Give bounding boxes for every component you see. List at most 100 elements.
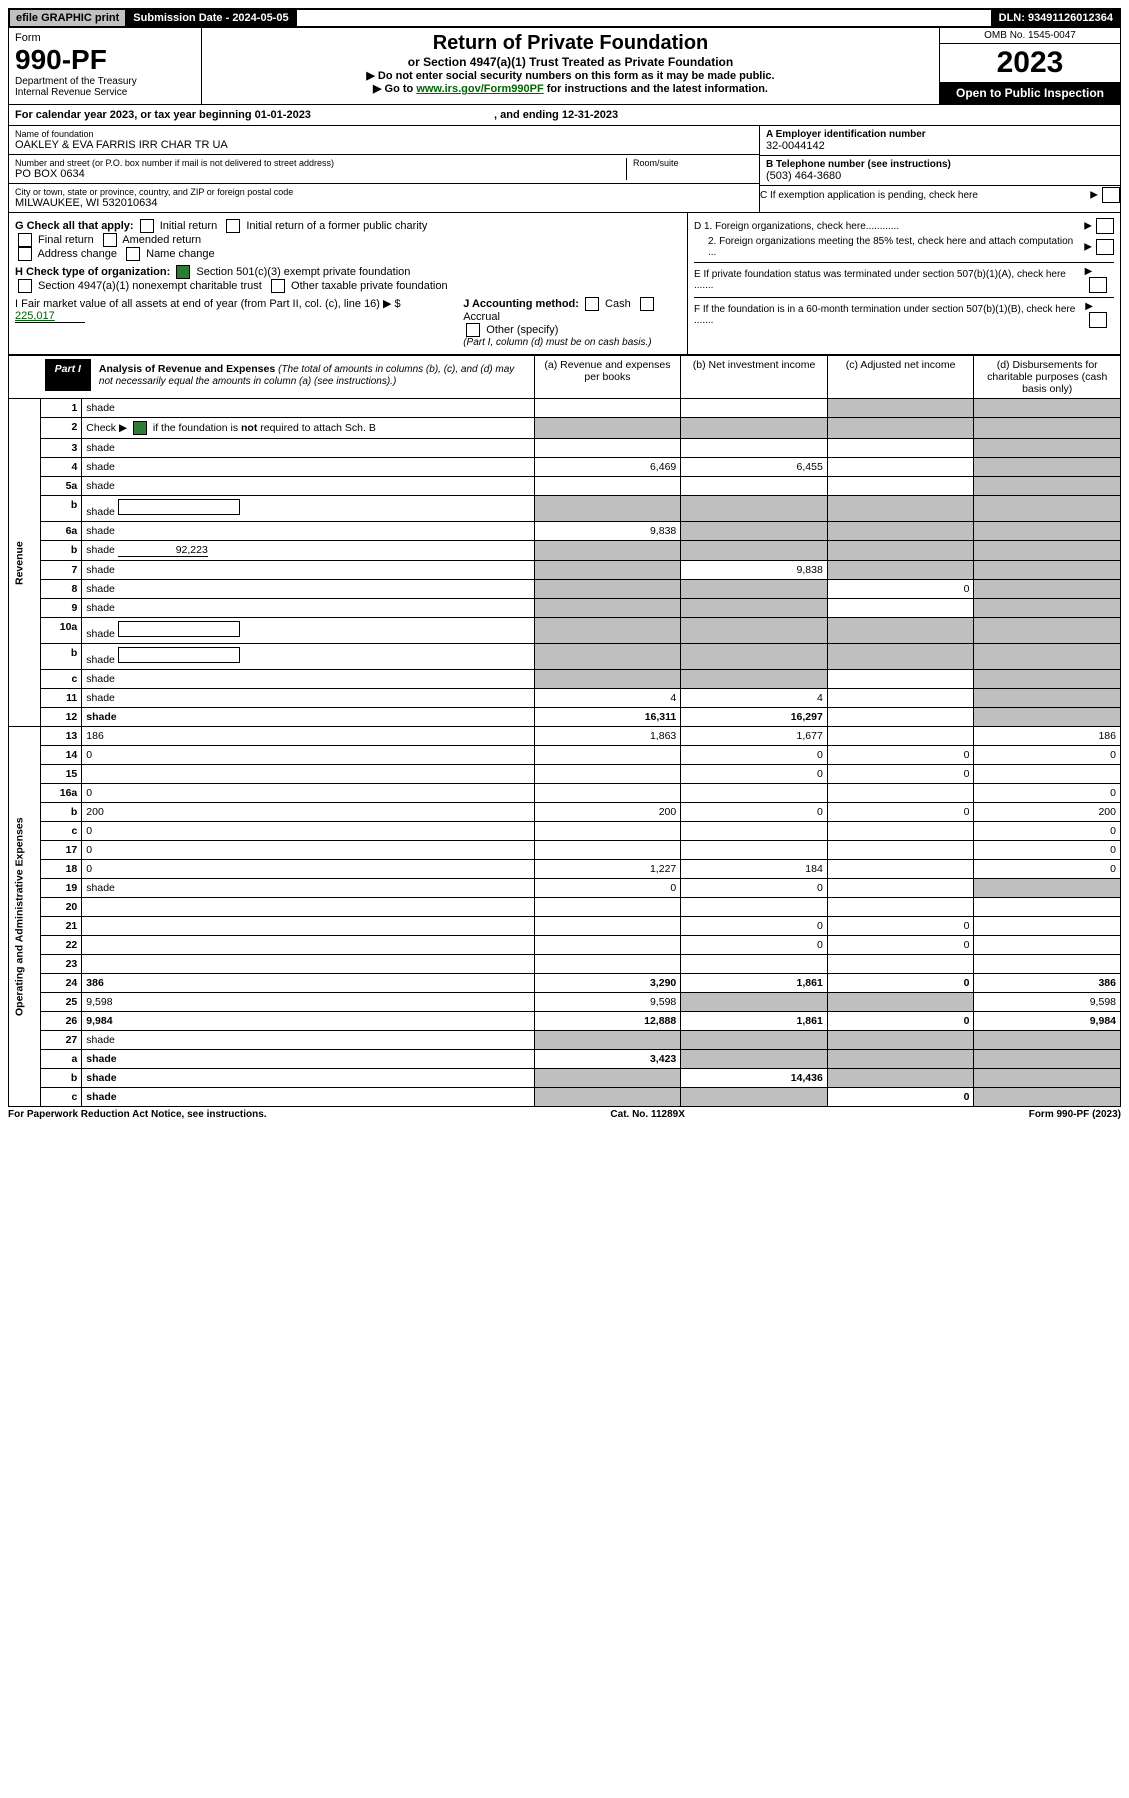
cell-b: 16,297 — [681, 708, 828, 727]
g-checkbox[interactable] — [126, 247, 140, 261]
row-number: 23 — [41, 955, 82, 974]
h-checkbox[interactable] — [176, 265, 190, 279]
row-description: 0 — [82, 746, 534, 765]
efile-print-button[interactable]: efile GRAPHIC print — [10, 10, 127, 26]
foundation-name-row: Name of foundation OAKLEY & EVA FARRIS I… — [9, 126, 759, 155]
cell-b: 1,677 — [681, 727, 828, 746]
table-row: 1700 — [9, 841, 1121, 860]
d1-checkbox[interactable] — [1096, 218, 1114, 234]
row-description: shade — [82, 689, 534, 708]
col-c-header: (c) Adjusted net income — [827, 356, 974, 399]
cell-a — [534, 580, 681, 599]
h-checkbox[interactable] — [271, 279, 285, 293]
cell-b: 0 — [681, 917, 828, 936]
row-number: 10a — [41, 618, 82, 644]
cell-d — [974, 618, 1121, 644]
h-checkbox[interactable] — [18, 279, 32, 293]
cell-a — [534, 599, 681, 618]
table-row: 243863,2901,8610386 — [9, 974, 1121, 993]
cell-b — [681, 618, 828, 644]
row-description — [82, 765, 534, 784]
cell-a — [534, 561, 681, 580]
cell-c — [827, 418, 974, 439]
street-cell: Number and street (or P.O. box number if… — [15, 158, 626, 180]
table-row: bshade — [9, 496, 1121, 522]
ident-right: A Employer identification number 32-0044… — [759, 126, 1120, 212]
e-checkbox[interactable] — [1089, 277, 1107, 293]
schb-checkbox[interactable] — [133, 421, 147, 435]
g-checkbox[interactable] — [18, 233, 32, 247]
row-number: 27 — [41, 1031, 82, 1050]
row-description: 0 — [82, 784, 534, 803]
i-value[interactable]: 225,017 — [15, 310, 85, 323]
j-checkbox[interactable] — [585, 297, 599, 311]
cell-b — [681, 993, 828, 1012]
row-number: 25 — [41, 993, 82, 1012]
table-row: 2Check ▶ if the foundation is not requir… — [9, 418, 1121, 439]
d1-label: D 1. Foreign organizations, check here..… — [694, 221, 899, 232]
note-goto-pre: ▶ Go to — [373, 83, 416, 95]
row-description: shade — [82, 618, 534, 644]
cell-d — [974, 879, 1121, 898]
row-description — [82, 936, 534, 955]
cell-b: 184 — [681, 860, 828, 879]
row-number: 14 — [41, 746, 82, 765]
g-checkbox[interactable] — [103, 233, 117, 247]
submission-date: Submission Date - 2024-05-05 — [127, 10, 296, 26]
row-description: shade — [82, 1069, 534, 1088]
row-number: 24 — [41, 974, 82, 993]
g-checkbox[interactable] — [18, 247, 32, 261]
table-row: 27shade — [9, 1031, 1121, 1050]
g-checkbox[interactable] — [140, 219, 154, 233]
cell-c — [827, 1031, 974, 1050]
irs-link[interactable]: www.irs.gov/Form990PF — [416, 83, 543, 95]
row-number: 9 — [41, 599, 82, 618]
d2-checkbox[interactable] — [1096, 239, 1114, 255]
city-label: City or town, state or province, country… — [15, 187, 753, 197]
irs-label: Internal Revenue Service — [15, 87, 195, 98]
table-row: cshade0 — [9, 1088, 1121, 1107]
cell-d — [974, 1069, 1121, 1088]
note-goto: ▶ Go to www.irs.gov/Form990PF for instru… — [208, 82, 933, 95]
cell-d — [974, 1050, 1121, 1069]
check-right: D 1. Foreign organizations, check here..… — [687, 213, 1120, 354]
f-checkbox[interactable] — [1089, 312, 1107, 328]
cell-c: 0 — [827, 803, 974, 822]
row-number: 6a — [41, 522, 82, 541]
cell-c: 0 — [827, 580, 974, 599]
row-number: 3 — [41, 439, 82, 458]
address-row: Number and street (or P.O. box number if… — [9, 155, 759, 184]
j-checkbox[interactable] — [466, 323, 480, 337]
top-spacer — [297, 10, 993, 26]
j-checkbox[interactable] — [640, 297, 654, 311]
dln-label: DLN: 93491126012364 — [993, 10, 1119, 26]
exemption-checkbox[interactable] — [1102, 187, 1120, 203]
cell-a — [534, 541, 681, 561]
cell-a — [534, 917, 681, 936]
cell-c — [827, 439, 974, 458]
table-row: b20020000200 — [9, 803, 1121, 822]
cell-d — [974, 670, 1121, 689]
check-left: G Check all that apply: Initial return I… — [9, 213, 687, 354]
cell-a — [534, 1031, 681, 1050]
row-number: 26 — [41, 1012, 82, 1031]
cell-a — [534, 418, 681, 439]
table-row: Operating and Administrative Expenses131… — [9, 727, 1121, 746]
footer-mid: Cat. No. 11289X — [610, 1109, 684, 1120]
cell-c — [827, 670, 974, 689]
g-checkbox[interactable] — [226, 219, 240, 233]
phone-value: (503) 464-3680 — [766, 170, 1114, 182]
phone-label: B Telephone number (see instructions) — [766, 159, 1114, 170]
row-description — [82, 898, 534, 917]
row-number: b — [41, 1069, 82, 1088]
row-description: 0 — [82, 860, 534, 879]
city-value: MILWAUKEE, WI 532010634 — [15, 197, 753, 209]
row-number: 21 — [41, 917, 82, 936]
row-description — [82, 917, 534, 936]
cell-d: 200 — [974, 803, 1121, 822]
cell-b: 0 — [681, 765, 828, 784]
f-row: F If the foundation is in a 60-month ter… — [694, 297, 1114, 329]
table-row: 16a00 — [9, 784, 1121, 803]
cell-a — [534, 841, 681, 860]
e-label: E If private foundation status was termi… — [694, 269, 1085, 291]
